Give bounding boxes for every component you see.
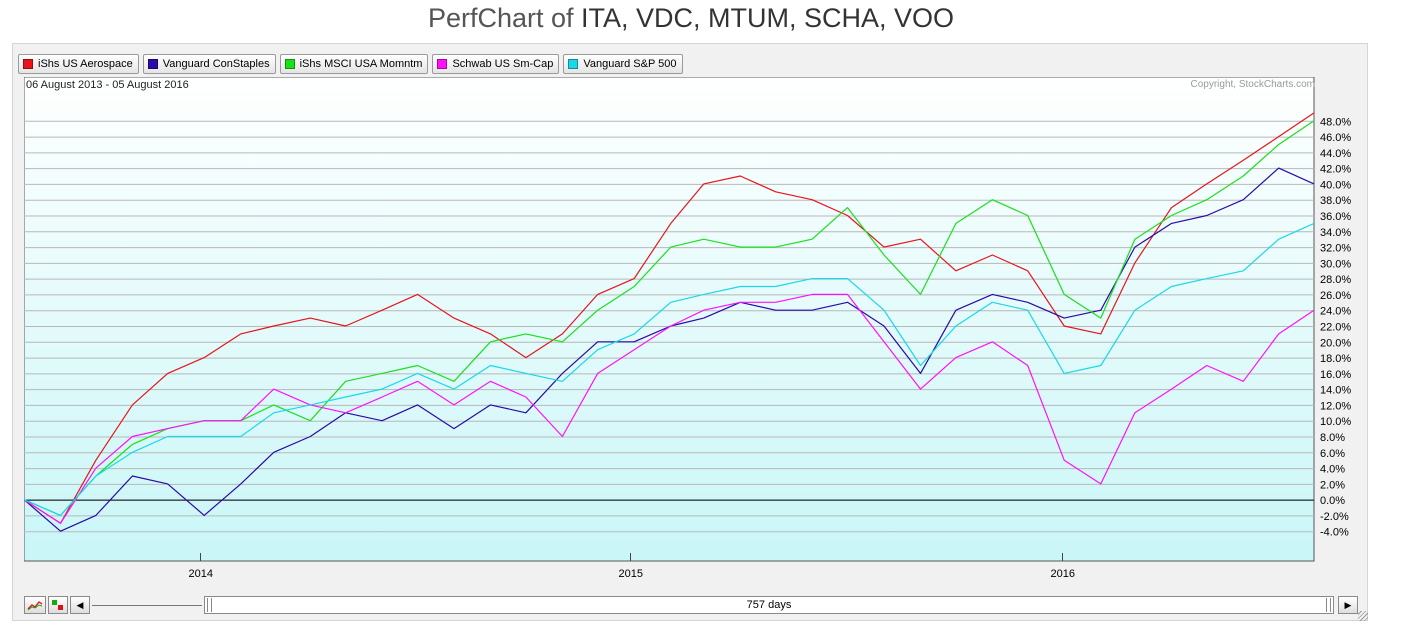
y-tick-label: 8.0% [1320, 432, 1345, 444]
perf-chart: -4.0% -2.0% 0.0% 2.0% 4.0% 6.0% 8.0% 10.0% 12.0%… [24, 77, 1351, 579]
legend-swatch [23, 59, 33, 69]
x-tick-label: 2016 [1051, 568, 1075, 579]
scroll-right-button[interactable]: ▶ [1338, 596, 1358, 614]
y-tick-label: 46.0% [1320, 132, 1351, 144]
legend-item-ita[interactable]: iShs US Aerospace [18, 54, 139, 74]
legend-swatch [568, 59, 579, 69]
y-tick-label: 34.0% [1320, 227, 1351, 239]
y-tick-label: 26.0% [1320, 290, 1351, 302]
page-title: PerfChart of ITA, VDC, MTUM, SCHA, VOO [0, 0, 1382, 36]
y-tick-label: 22.0% [1320, 322, 1351, 334]
scroll-left-button[interactable]: ◀ [70, 596, 90, 614]
x-tick-label: 2015 [619, 568, 643, 579]
histogram-toggle-icon[interactable] [48, 596, 68, 614]
days-label: 757 days [746, 599, 792, 611]
y-tick-label: 38.0% [1320, 195, 1351, 207]
y-tick-label: 24.0% [1320, 306, 1351, 318]
legend-label: iShs MSCI USA Momntm [299, 58, 423, 70]
legend-label: iShs US Aerospace [38, 58, 133, 70]
legend-label: Vanguard ConStaples [162, 58, 270, 70]
title-prefix: PerfChart of [427, 3, 574, 33]
series-line-4 [24, 293, 1315, 524]
y-tick-label: 10.0% [1320, 416, 1351, 428]
slider-handle-right[interactable] [1326, 598, 1331, 612]
y-tick-label: 20.0% [1320, 337, 1351, 349]
legend-label: Vanguard S&P 500 [583, 58, 677, 70]
resize-grip[interactable] [1358, 611, 1368, 621]
y-tick-label: 14.0% [1320, 385, 1351, 397]
y-tick-label: 42.0% [1320, 164, 1351, 176]
x-tick-label: 2014 [189, 568, 213, 579]
series-line-1 [24, 112, 1315, 524]
y-tick-label: 0.0% [1320, 495, 1345, 507]
y-tick-label: 32.0% [1320, 243, 1351, 255]
y-tick-label: 16.0% [1320, 369, 1351, 381]
legend: iShs US Aerospace Vanguard ConStaples iS… [18, 54, 683, 74]
legend-item-scha[interactable]: Schwab US Sm-Cap [432, 54, 560, 74]
legend-item-mtum[interactable]: iShs MSCI USA Momntm [279, 54, 429, 74]
y-tick-label: 48.0% [1320, 116, 1351, 128]
y-tick-label: 18.0% [1320, 353, 1351, 365]
y-tick-label: 6.0% [1320, 448, 1345, 460]
y-tick-label: 4.0% [1320, 464, 1345, 476]
legend-swatch [284, 59, 295, 69]
date-range: 06 August 2013 - 05 August 2016 [26, 79, 189, 91]
slider-handle-left[interactable] [207, 598, 212, 612]
date-range-slider[interactable]: 757 days [204, 596, 1334, 614]
y-tick-label: 40.0% [1320, 179, 1351, 191]
y-axis-ticks: -4.0% -2.0% 0.0% 2.0% 4.0% 6.0% 8.0% 10.0% 12.0%… [1320, 116, 1351, 538]
chart-controls: ◀ 757 days ▶ [24, 596, 1358, 616]
copyright: Copyright, StockCharts.com [1190, 79, 1316, 90]
x-axis-ticks: 2014 2015 2016 [189, 553, 1075, 579]
y-tick-label: 2.0% [1320, 479, 1345, 491]
y-tick-label: 28.0% [1320, 274, 1351, 286]
series-line-5 [24, 222, 1315, 516]
y-tick-label: -4.0% [1320, 527, 1349, 539]
legend-item-vdc[interactable]: Vanguard ConStaples [142, 54, 276, 74]
chart-type-icon[interactable] [24, 596, 46, 614]
title-tickers: ITA, VDC, MTUM, SCHA, VOO [581, 3, 955, 33]
legend-swatch [437, 59, 448, 69]
legend-swatch [147, 59, 158, 69]
legend-label: Schwab US Sm-Cap [452, 58, 554, 70]
grid-lines [24, 120, 1314, 533]
y-tick-label: 44.0% [1320, 148, 1351, 160]
y-tick-label: -2.0% [1320, 511, 1349, 523]
scroll-track[interactable] [92, 605, 202, 606]
series-lines [24, 112, 1315, 532]
plot-background [24, 77, 1315, 562]
y-tick-label: 36.0% [1320, 211, 1351, 223]
y-tick-label: 30.0% [1320, 258, 1351, 270]
legend-item-voo[interactable]: Vanguard S&P 500 [563, 54, 683, 74]
y-tick-label: 12.0% [1320, 400, 1351, 412]
